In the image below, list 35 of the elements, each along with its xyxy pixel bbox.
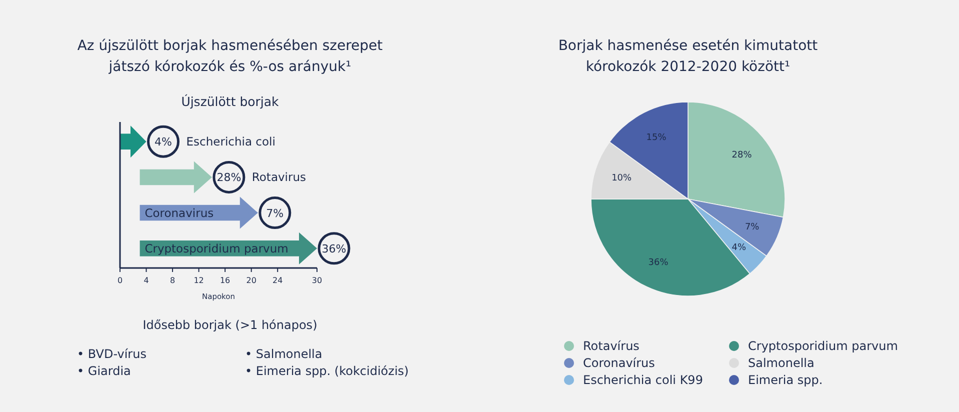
text: Idősebb borjak (>1 hónapos) xyxy=(142,318,318,332)
legend-label: Rotavírus xyxy=(583,339,640,353)
text: • BVD-vírus xyxy=(77,347,146,361)
y-tick-label: Rotavirus xyxy=(252,170,306,184)
x-tick-label: 16 xyxy=(220,276,230,285)
x-tick-label: 8 xyxy=(170,276,176,285)
legend-label: Eimeria spp. xyxy=(748,373,823,387)
legend-label: Salmonella xyxy=(748,356,814,370)
x-tick-label: 24 xyxy=(272,276,283,285)
text: • Salmonella xyxy=(245,347,322,361)
chart-subtitle: Újszülött borjak xyxy=(181,94,280,109)
x-tick-label: 0 xyxy=(117,276,123,285)
data-label: 36% xyxy=(648,258,669,268)
data-label: 10% xyxy=(612,173,632,184)
x-tick-label: 12 xyxy=(194,276,204,285)
annotation: 28% xyxy=(216,171,242,184)
text: 36% xyxy=(322,242,346,256)
legend-label: Escherichia coli K99 xyxy=(583,373,703,387)
legend-label: Cryptosporidium parvum xyxy=(748,339,898,353)
data-label: 4% xyxy=(732,242,746,253)
annotation: 4% xyxy=(154,136,172,149)
chart-title: Az újszülött borjak hasmenésében szerepet játszó kórokozók és %-os arányuk¹ xyxy=(77,38,384,75)
y-tick-label: Escherichia coli xyxy=(186,134,276,149)
text: • Eimeria spp. (kokcidiózis) xyxy=(245,364,409,378)
data-label: 15% xyxy=(646,132,667,143)
x-tick-label: 4 xyxy=(144,276,149,285)
text: • Giardia xyxy=(77,364,131,378)
chart-title: Borjak hasmenése esetén kimutatott kórokozók 2012-2020 között¹ xyxy=(558,38,818,75)
data-label: 7% xyxy=(744,222,760,233)
x-tick-label: 20 xyxy=(246,276,256,285)
annotation: 7% xyxy=(266,206,284,220)
legend-label: Coronavírus xyxy=(583,356,655,370)
y-tick-label: Coronavirus xyxy=(144,206,214,220)
data-label: 28% xyxy=(732,150,752,160)
x-tick-label: 30 xyxy=(312,276,322,285)
